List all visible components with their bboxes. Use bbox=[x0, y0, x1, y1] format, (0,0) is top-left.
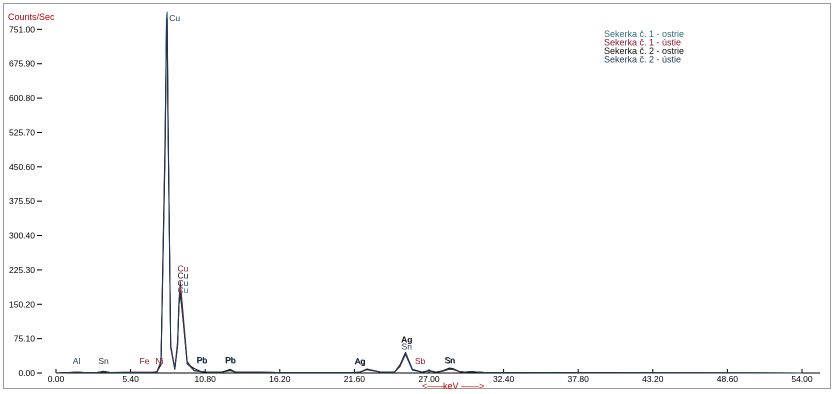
x-tick-label: 21.60 bbox=[344, 374, 366, 384]
y-tick-label: 300.40 bbox=[9, 231, 35, 241]
y-tick-label: 600.80 bbox=[9, 93, 35, 103]
element-label: Ni bbox=[155, 356, 163, 366]
element-label: Al bbox=[73, 356, 81, 366]
x-tick-label: 54.00 bbox=[791, 374, 813, 384]
y-tick-label: 0.00 bbox=[18, 368, 35, 378]
series-group bbox=[55, 11, 803, 374]
element-label-overlay: Pb bbox=[197, 356, 208, 366]
y-tick-label: 675.90 bbox=[9, 59, 35, 69]
chart-frame bbox=[3, 3, 831, 389]
element-label: Pb bbox=[225, 355, 236, 365]
legend-entry: Sekerka č. 1 - ostrie bbox=[604, 29, 684, 39]
peak-label: Cu bbox=[178, 263, 189, 273]
peak-label: Cu bbox=[169, 13, 180, 23]
peak-label: Sn bbox=[402, 341, 413, 351]
peak-label: Cu bbox=[178, 285, 189, 295]
y-tick-label: 525.70 bbox=[9, 127, 35, 137]
x-tick-label: 10.80 bbox=[195, 374, 217, 384]
axes: 0.00 75.10 150.20 225.30 300.40 375.50 450.60 5… bbox=[9, 24, 820, 384]
element-label: Sn bbox=[444, 355, 455, 365]
x-tick-label: 0.00 bbox=[48, 374, 65, 384]
legend-entry: Sekerka č. 2 - ostrie bbox=[604, 46, 684, 56]
element-label: Fe bbox=[139, 356, 149, 366]
y-tick-label: 375.50 bbox=[9, 196, 35, 206]
legend-entry: Sekerka č. 1 - ústie bbox=[604, 38, 681, 48]
x-axis-left-arrow: <—— bbox=[422, 381, 445, 391]
y-tick-label: 150.20 bbox=[9, 299, 35, 309]
x-tick-label: 43.20 bbox=[642, 374, 664, 384]
legend-entry: Sekerka č. 2 - ústie bbox=[604, 55, 681, 65]
element-label-overlay: Ag bbox=[355, 356, 366, 366]
element-label-overlay: Sn bbox=[445, 356, 456, 366]
element-label: Ag bbox=[355, 356, 366, 366]
x-tick-label: 32.40 bbox=[493, 374, 515, 384]
y-tick-label: 450.60 bbox=[9, 162, 35, 172]
element-label: Pb bbox=[197, 355, 208, 365]
x-tick-label: 5.40 bbox=[122, 374, 139, 384]
x-axis-right-arrow: ——> bbox=[461, 381, 484, 391]
element-label-overlay: Pb bbox=[226, 356, 237, 366]
element-label: Sb bbox=[415, 356, 426, 366]
x-tick-label: 37.80 bbox=[568, 374, 590, 384]
x-tick-label: 27.00 bbox=[418, 374, 440, 384]
series-line-4 bbox=[55, 17, 803, 374]
x-tick-label: 48.60 bbox=[717, 374, 739, 384]
x-axis-label: keV bbox=[443, 381, 459, 391]
peak-label: Ag bbox=[401, 334, 412, 344]
y-tick-label: 75.10 bbox=[14, 334, 36, 344]
peak-label: Cu bbox=[178, 271, 189, 281]
y-axis-label: Counts/Sec bbox=[8, 12, 55, 22]
y-tick-label: 751.00 bbox=[9, 24, 35, 34]
x-axis-label-group: <—— keV ——> bbox=[422, 381, 484, 391]
element-label: Sn bbox=[98, 356, 109, 366]
peak-label: Cu bbox=[178, 278, 189, 288]
x-tick-label: 16.20 bbox=[269, 374, 291, 384]
y-tick-label: 225.30 bbox=[9, 265, 35, 275]
